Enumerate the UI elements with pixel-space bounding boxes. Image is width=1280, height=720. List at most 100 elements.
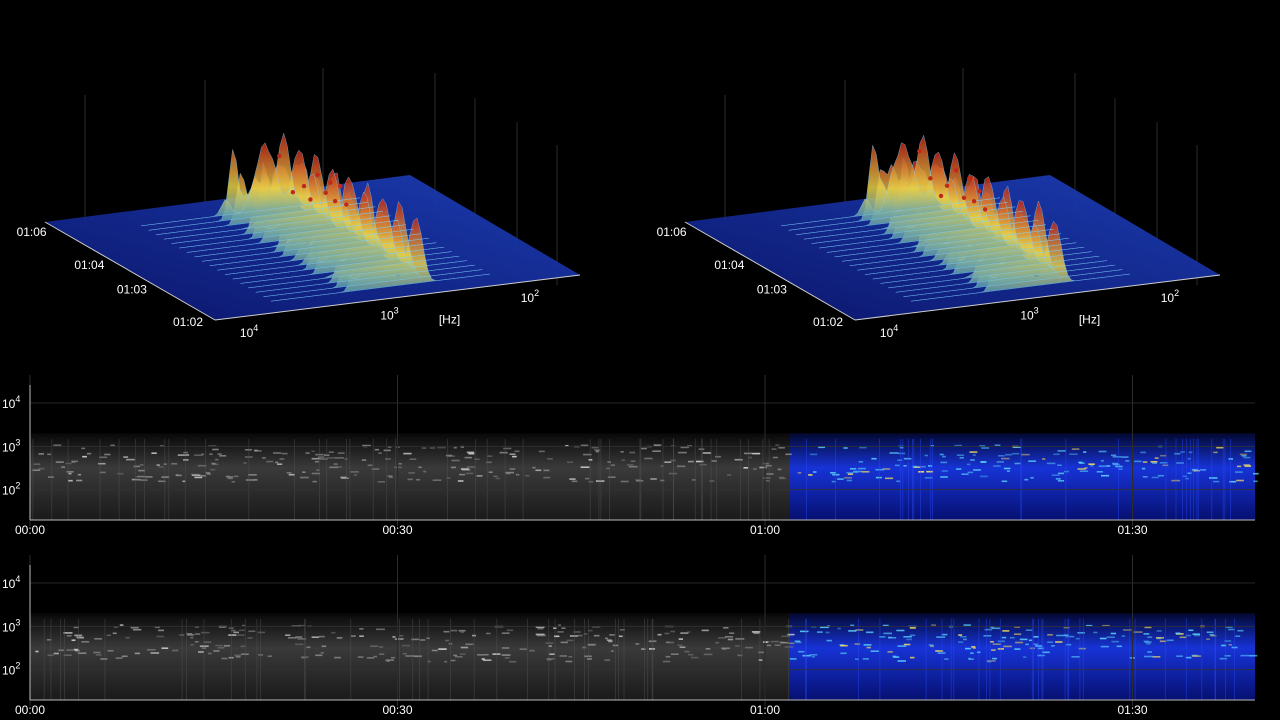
spectrogram-streak [543,476,551,479]
spectrogram-streak [320,458,328,460]
spectrogram-streak [93,651,101,654]
spectrogram-streak [657,633,662,636]
spectrogram-streak [119,624,124,626]
spectrogram-streak [628,465,638,468]
spectrogram-streak [595,450,600,453]
spectrogram-streak [817,631,823,633]
spectrogram-streak [831,480,836,483]
spectrogram-streak [608,640,614,642]
spectrogram-streak [846,479,853,482]
surface-peak [967,175,972,181]
spectrogram-streak [744,646,753,649]
spectrogram-streak [703,653,713,656]
spectrogram-streak [990,641,994,643]
spectrogram-streak [1011,452,1020,455]
spectrogram-streak [1237,629,1244,632]
spectrogram-streak [670,630,675,633]
spectrogram-streak [82,455,87,458]
spectrogram-streak [677,465,686,468]
spectrogram-streak [418,466,422,469]
spectrogram-streak [106,634,112,637]
spectrogram-streak [1123,629,1132,631]
spectrogram-streak [391,656,396,659]
spectrogram-streak [620,451,624,453]
spectrogram-streak [862,658,869,660]
spectrogram-streak [968,658,974,660]
spectrogram-streak [1093,631,1098,634]
spectrogram-streak [35,650,39,653]
spectrogram-streak [1147,651,1152,653]
spectrogram-streak [548,645,552,647]
spectrogram-streak [1028,460,1037,462]
spectrogram-streak [190,636,194,639]
spectrogram-streak [503,447,512,450]
spectrogram-streak [969,451,978,453]
spectrogram-streak [1235,471,1243,473]
spectrogram-streak [156,635,164,638]
spectrogram-streak [357,656,364,658]
time-tick-label: 01:02 [173,315,203,329]
spectrogram-streak [1065,635,1075,638]
spectrogram-streak [547,458,553,460]
spectrogram-streak [501,654,511,656]
spectrogram-streak [38,453,44,455]
spectrogram-streak [723,627,729,629]
spectrogram-streak [359,635,364,637]
time-tick-label: 01:04 [74,258,104,272]
surface-peak [917,149,922,154]
spectrogram-streak [1235,635,1241,637]
spectrogram-streak [66,635,72,637]
spectrogram-streak [752,452,761,455]
spectrogram-streak [485,653,489,656]
spectrogram-streak [297,638,307,640]
spectrogram-streak [298,624,306,627]
spectrogram-streak [1152,656,1161,658]
spectrogram-streak [1166,639,1174,642]
spectrogram-streak [501,647,510,649]
spectrogram-streak [660,465,664,467]
spectrogram-streak [529,649,535,652]
spectrogram-streak [1191,468,1199,471]
spectrogram-streak [431,649,438,652]
spectrogram-streak [798,650,805,653]
spectrogram-streak [55,461,64,463]
spectrogram-streak [696,460,704,463]
spectrogram-streak [884,477,894,480]
spectrogram-streak [566,639,574,642]
spectrogram-streak [1071,656,1080,658]
freq-unit-label: [Hz] [439,313,460,327]
spectrogram-streak [567,461,574,463]
spectrogram-streak [545,642,554,644]
spectrogram-streak [65,462,72,465]
freq-tick-label: 104 [880,323,898,340]
spectrogram-streak [889,452,899,454]
spectrogram-streak [779,641,785,644]
surface-peak [328,180,333,185]
spectrogram-streak [1248,654,1258,657]
spectrogram-streak [1079,470,1089,472]
spectrogram-streak [1140,451,1146,454]
spectrogram-streak [115,657,123,659]
surface-peak [953,168,959,173]
spectrogram-streak [63,654,72,656]
spectrogram-streak [610,650,614,652]
spectrogram-streak [565,445,569,447]
spectrogram-streak [941,470,948,472]
spectrogram-streak [242,624,246,627]
spectrogram-streak [920,465,926,468]
freq-axis [214,274,581,321]
spectrogram-streak [924,477,933,479]
time-tick-label: 01:02 [813,315,843,329]
spectrogram-streak [1046,462,1056,465]
spectrogram-streak [194,626,199,628]
spectrogram-streak [1002,630,1010,632]
x-tick-label: 01:30 [1117,523,1147,537]
spectrogram-streak [1175,632,1181,635]
spectrogram-streak [1159,640,1167,643]
spectrogram-streak [1047,634,1053,636]
spectrogram-streak [898,452,906,455]
spectrogram-streak [777,468,782,471]
spectrogram-streak [112,632,117,635]
spectrogram-streak [753,468,757,470]
spectrogram-streak [808,474,813,476]
